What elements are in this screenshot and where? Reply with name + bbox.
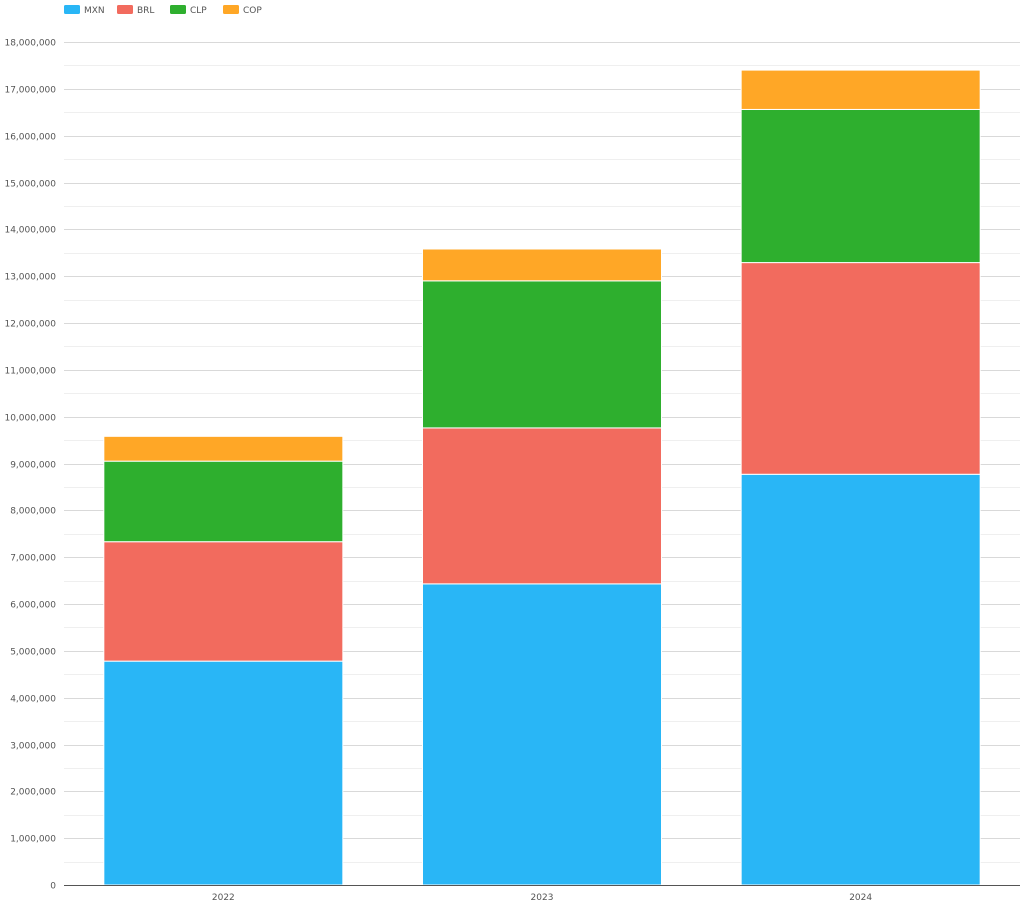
- y-tick-label: 10,000,000: [4, 414, 56, 424]
- bar-segment-brl: [422, 427, 662, 585]
- bar-segment-clp: [422, 280, 662, 429]
- legend-label-brl: BRL: [137, 6, 154, 16]
- bar-segment-brl: [740, 262, 981, 475]
- y-tick-label: 7,000,000: [10, 554, 56, 564]
- bar-segment-clp: [103, 460, 344, 543]
- x-tick-label: 2022: [212, 893, 235, 903]
- y-tick-label: 5,000,000: [10, 648, 56, 658]
- legend-label-cop: COP: [243, 6, 262, 16]
- y-tick-label: 2,000,000: [10, 788, 56, 798]
- bar-segment-cop: [103, 435, 344, 462]
- x-tick-label: 2024: [849, 893, 872, 903]
- y-tick-label: 17,000,000: [4, 86, 56, 96]
- x-tick-label: 2023: [531, 893, 554, 903]
- bar-segment-mxn: [422, 583, 662, 886]
- y-tick-label: 14,000,000: [4, 226, 56, 236]
- bar-segment-brl: [103, 541, 344, 662]
- y-tick-label: 8,000,000: [10, 507, 56, 517]
- axes: 0 1,000,000 2,000,000 3,000,000 4,000,000 5,0…: [4, 39, 1020, 903]
- y-tick-label: 13,000,000: [4, 273, 56, 283]
- bar-segment-mxn: [740, 473, 981, 886]
- legend-swatch-clp: [170, 5, 186, 14]
- bar-segment-clp: [740, 108, 981, 264]
- legend-swatch-brl: [117, 5, 133, 14]
- bar-segment-mxn: [103, 660, 344, 886]
- bar-segment-cop: [740, 69, 981, 110]
- y-tick-label: 18,000,000: [4, 39, 56, 49]
- y-tick-label: 1,000,000: [10, 835, 56, 845]
- y-tick-label: 0: [50, 882, 56, 892]
- legend-swatch-mxn: [64, 5, 80, 14]
- y-tick-label: 9,000,000: [10, 461, 56, 471]
- bars: [103, 69, 981, 886]
- y-tick-label: 12,000,000: [4, 320, 56, 330]
- y-tick-label: 3,000,000: [10, 742, 56, 752]
- y-tick-label: 16,000,000: [4, 133, 56, 143]
- y-tick-label: 15,000,000: [4, 180, 56, 190]
- legend-label-mxn: MXN: [84, 6, 105, 16]
- y-tick-label: 4,000,000: [10, 695, 56, 705]
- legend: MXN BRL CLP COP: [64, 5, 262, 16]
- legend-label-clp: CLP: [190, 6, 207, 16]
- bar-segment-cop: [422, 248, 662, 282]
- y-tick-label: 11,000,000: [4, 367, 56, 377]
- legend-swatch-cop: [223, 5, 239, 14]
- y-tick-label: 6,000,000: [10, 601, 56, 611]
